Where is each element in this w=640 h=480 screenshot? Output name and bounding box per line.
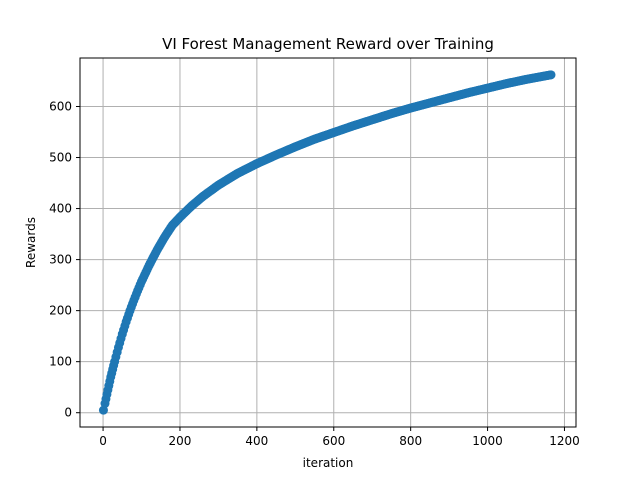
x-tick-label: 800 <box>399 434 422 448</box>
scatter-series <box>98 70 556 415</box>
plot-area-frame <box>79 57 577 428</box>
y-axis: 0 100 200 300 400 500 600 <box>49 99 80 420</box>
y-tick-label: 500 <box>49 151 72 165</box>
grid <box>80 58 576 427</box>
x-tick-label: 1000 <box>472 434 503 448</box>
x-tick-label: 1200 <box>549 434 580 448</box>
x-tick-label: 400 <box>245 434 268 448</box>
y-tick-label: 400 <box>49 202 72 216</box>
y-tick-label: 200 <box>49 304 72 318</box>
x-axis: 0 200 400 600 800 1000 1200 <box>99 427 580 448</box>
x-tick-label: 600 <box>322 434 345 448</box>
y-tick-label: 100 <box>49 355 72 369</box>
x-tick-label: 0 <box>99 434 107 448</box>
y-tick-label: 0 <box>64 406 72 420</box>
scatter-point <box>546 70 556 80</box>
x-axis-label: iteration <box>303 456 354 470</box>
chart-title: VI Forest Management Reward over Trainin… <box>162 35 494 53</box>
y-axis-label: Rewards <box>24 217 38 268</box>
y-tick-label: 600 <box>49 99 72 113</box>
y-tick-label: 300 <box>49 253 72 267</box>
x-tick-label: 200 <box>169 434 192 448</box>
